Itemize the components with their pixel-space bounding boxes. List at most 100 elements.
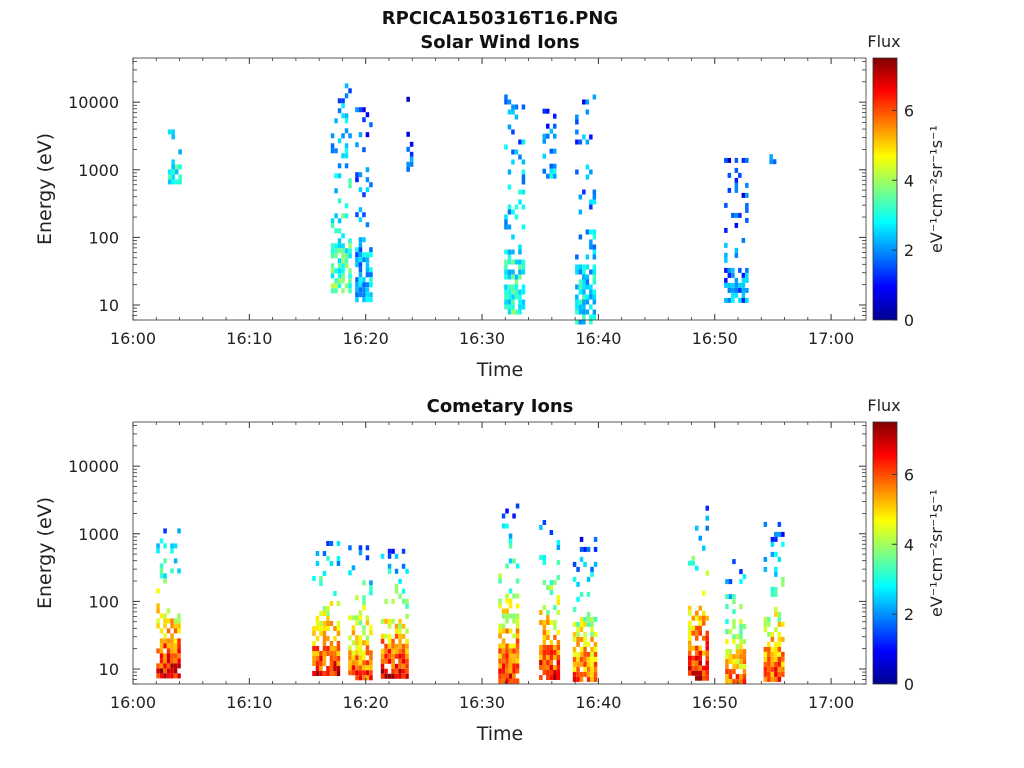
flux-cell (163, 623, 167, 629)
flux-cell (401, 648, 406, 654)
flux-cell (590, 621, 594, 627)
flux-cell (742, 664, 747, 670)
flux-cell (514, 294, 519, 300)
flux-cell (312, 651, 316, 656)
flux-cell (734, 247, 739, 253)
flux-cell (546, 610, 550, 615)
flux-cell (348, 183, 352, 189)
flux-cell (572, 631, 577, 637)
flux-cell (556, 575, 561, 580)
flux-cell (365, 675, 370, 681)
flux-cell (586, 661, 591, 667)
flux-cell (724, 252, 728, 258)
flux-cell (521, 204, 526, 210)
flux-cell (387, 568, 392, 574)
flux-cell (334, 243, 338, 249)
flux-cell (358, 187, 363, 193)
flux-cell (330, 223, 335, 229)
flux-cell (394, 628, 399, 634)
flux-cell (589, 134, 593, 140)
flux-cell (734, 177, 739, 183)
flux-cell (546, 670, 550, 675)
flux-cell (521, 224, 526, 230)
flux-cell (767, 621, 771, 627)
x-tick-label: 17:00 (808, 329, 854, 348)
flux-cell (391, 653, 395, 659)
flux-cell (348, 288, 352, 294)
flux-cell (156, 608, 160, 614)
flux-cell (515, 593, 520, 599)
flux-cell (767, 646, 771, 652)
flux-cell (739, 639, 743, 645)
flux-cell (401, 563, 406, 569)
flux-cell (330, 148, 335, 154)
flux-cell (369, 247, 373, 253)
flux-cell (688, 660, 692, 666)
flux-cell (695, 650, 699, 656)
flux-cell (344, 148, 349, 154)
flux-cell (556, 640, 561, 645)
flux-cell (341, 273, 345, 279)
flux-cell (763, 676, 768, 682)
flux-cell (498, 623, 502, 629)
flux-cell (586, 671, 591, 677)
flux-cell (553, 580, 557, 585)
flux-cell (355, 655, 359, 661)
flux-cell (384, 648, 388, 654)
flux-cell (732, 594, 736, 600)
flux-cell (553, 173, 557, 179)
flux-cell (781, 581, 785, 587)
flux-cell (170, 623, 174, 629)
flux-cell (705, 675, 709, 681)
flux-cell (738, 287, 742, 293)
flux-cell (724, 277, 728, 283)
flux-cell (348, 248, 352, 254)
y-tick-label: 1000 (78, 161, 119, 180)
flux-cell (329, 661, 334, 666)
flux-cell (177, 638, 181, 644)
flux-cell (312, 641, 316, 646)
flux-cell (735, 664, 740, 670)
flux-cell (739, 644, 743, 650)
flux-cell (725, 594, 729, 600)
flux-cell (691, 615, 695, 621)
flux-cell (702, 590, 706, 596)
flux-cell (508, 588, 513, 594)
flux-cell (511, 159, 515, 165)
flux-cell (173, 643, 178, 649)
flux-cell (575, 129, 579, 135)
flux-cell (358, 277, 363, 283)
flux-cell (341, 153, 345, 159)
flux-cell (585, 139, 590, 145)
flux-cell (348, 570, 352, 576)
flux-cell (515, 643, 520, 649)
flux-cell (504, 264, 508, 270)
flux-cell (365, 665, 370, 671)
flux-cell (511, 104, 515, 110)
flux-cell (698, 630, 702, 636)
flux-cell (344, 203, 349, 209)
flux-cell (732, 659, 736, 665)
flux-cell (401, 598, 406, 604)
flux-cell (578, 309, 583, 315)
flux-cell (387, 553, 392, 559)
flux-cell (553, 133, 557, 139)
flux-cell (579, 636, 584, 642)
flux-cell (336, 541, 341, 546)
flux-cell (358, 545, 363, 551)
flux-cell (406, 96, 410, 102)
flux-cell (774, 536, 778, 542)
flux-cell (589, 289, 593, 295)
flux-cell (401, 548, 406, 554)
flux-cell (171, 134, 175, 140)
flux-cell (777, 676, 782, 682)
flux-cell (688, 630, 692, 636)
flux-cell (512, 673, 516, 679)
flux-cell (170, 618, 174, 624)
flux-cell (173, 673, 178, 679)
flux-cell (505, 618, 509, 624)
flux-cell (365, 257, 370, 263)
flux-cell (498, 633, 502, 639)
flux-cell (348, 660, 352, 666)
flux-cell (507, 124, 512, 130)
